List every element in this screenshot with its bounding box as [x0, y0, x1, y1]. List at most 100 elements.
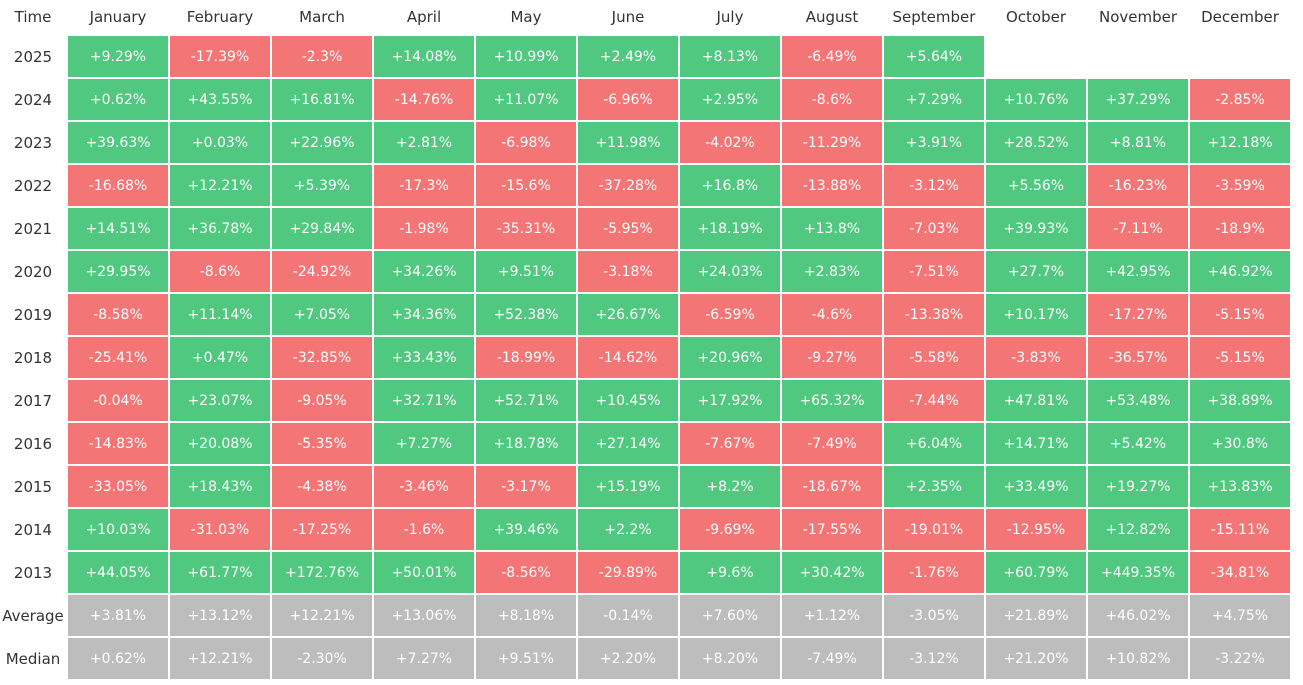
return-cell: -17.27%: [1088, 294, 1188, 335]
year-label: 2024: [13, 90, 53, 109]
return-cell: +53.48%: [1088, 380, 1188, 421]
return-cell: +8.13%: [680, 36, 780, 77]
return-cell: +32.71%: [374, 380, 474, 421]
return-cell: +2.95%: [680, 79, 780, 120]
return-cell: -14.83%: [68, 423, 168, 464]
return-cell: +17.92%: [680, 380, 780, 421]
return-cell: -2.85%: [1190, 79, 1290, 120]
year-label: 2014: [13, 520, 53, 539]
return-cell: +23.07%: [170, 380, 270, 421]
return-cell: +10.45%: [578, 380, 678, 421]
return-cell: +38.89%: [1190, 380, 1290, 421]
return-cell: -4.6%: [782, 294, 882, 335]
return-cell: +24.03%: [680, 251, 780, 292]
return-cell: +10.03%: [68, 509, 168, 550]
return-cell: +61.77%: [170, 552, 270, 593]
return-cell: +29.95%: [68, 251, 168, 292]
summary-cell: +12.21%: [170, 638, 270, 679]
return-cell: +9.6%: [680, 552, 780, 593]
summary-cell: +10.82%: [1088, 638, 1188, 679]
return-cell: -17.25%: [272, 509, 372, 550]
return-cell: +0.62%: [68, 79, 168, 120]
return-cell: +37.29%: [1088, 79, 1188, 120]
return-cell: +11.07%: [476, 79, 576, 120]
return-cell: +50.01%: [374, 552, 474, 593]
return-cell: +27.7%: [986, 251, 1086, 292]
month-header: May: [510, 8, 542, 26]
return-cell: +449.35%: [1088, 552, 1188, 593]
year-label: 2022: [13, 176, 53, 195]
return-cell: +16.8%: [680, 165, 780, 206]
summary-cell: +2.20%: [578, 638, 678, 679]
return-cell: +14.51%: [68, 208, 168, 249]
month-header: February: [186, 8, 254, 26]
summary-cell: +9.51%: [476, 638, 576, 679]
return-cell: +65.32%: [782, 380, 882, 421]
return-cell: +34.36%: [374, 294, 474, 335]
return-cell: +6.04%: [884, 423, 984, 464]
return-cell: +44.05%: [68, 552, 168, 593]
year-label: 2019: [13, 305, 53, 324]
return-cell: +20.96%: [680, 337, 780, 378]
return-cell: +22.96%: [272, 122, 372, 163]
return-cell: -17.3%: [374, 165, 474, 206]
year-label: 2016: [13, 434, 53, 453]
month-header: November: [1098, 8, 1178, 26]
return-cell: +14.71%: [986, 423, 1086, 464]
return-cell: -5.15%: [1190, 294, 1290, 335]
month-header: June: [611, 8, 645, 26]
return-cell: -7.51%: [884, 251, 984, 292]
month-header: October: [1005, 8, 1067, 26]
return-cell: +16.81%: [272, 79, 372, 120]
return-cell: -5.35%: [272, 423, 372, 464]
return-cell: +2.35%: [884, 466, 984, 507]
return-cell: +18.19%: [680, 208, 780, 249]
year-label: 2021: [13, 219, 53, 238]
return-cell: -8.6%: [170, 251, 270, 292]
return-cell: +9.51%: [476, 251, 576, 292]
return-cell: -11.29%: [782, 122, 882, 163]
return-cell: +60.79%: [986, 552, 1086, 593]
summary-cell: -2.30%: [272, 638, 372, 679]
summary-cell: -3.22%: [1190, 638, 1290, 679]
return-cell: -35.31%: [476, 208, 576, 249]
return-cell: -1.98%: [374, 208, 474, 249]
return-cell: -3.18%: [578, 251, 678, 292]
return-cell: +10.76%: [986, 79, 1086, 120]
summary-cell: -7.49%: [782, 638, 882, 679]
return-cell: -18.9%: [1190, 208, 1290, 249]
return-cell: +30.42%: [782, 552, 882, 593]
return-cell: +47.81%: [986, 380, 1086, 421]
summary-cell: +21.89%: [986, 595, 1086, 636]
summary-cell: +7.27%: [374, 638, 474, 679]
return-cell: +0.47%: [170, 337, 270, 378]
return-cell: -1.6%: [374, 509, 474, 550]
return-cell: -7.03%: [884, 208, 984, 249]
return-cell: -5.58%: [884, 337, 984, 378]
summary-cell: +13.12%: [170, 595, 270, 636]
return-cell: +18.43%: [170, 466, 270, 507]
summary-cell: -3.05%: [884, 595, 984, 636]
summary-label: Average: [2, 606, 64, 625]
return-cell: -1.76%: [884, 552, 984, 593]
return-cell: -3.46%: [374, 466, 474, 507]
return-cell: +5.64%: [884, 36, 984, 77]
return-cell: +15.19%: [578, 466, 678, 507]
return-cell: -3.12%: [884, 165, 984, 206]
summary-cell: +1.12%: [782, 595, 882, 636]
return-cell: +5.56%: [986, 165, 1086, 206]
return-cell: -7.49%: [782, 423, 882, 464]
return-cell: +11.14%: [170, 294, 270, 335]
summary-cell: +8.18%: [476, 595, 576, 636]
return-cell: +30.8%: [1190, 423, 1290, 464]
return-cell: -33.05%: [68, 466, 168, 507]
return-cell: -31.03%: [170, 509, 270, 550]
return-cell: +7.29%: [884, 79, 984, 120]
return-cell: +7.05%: [272, 294, 372, 335]
return-cell: +34.26%: [374, 251, 474, 292]
return-cell: +52.71%: [476, 380, 576, 421]
summary-cell: +46.02%: [1088, 595, 1188, 636]
return-cell: +26.67%: [578, 294, 678, 335]
return-cell: +0.03%: [170, 122, 270, 163]
